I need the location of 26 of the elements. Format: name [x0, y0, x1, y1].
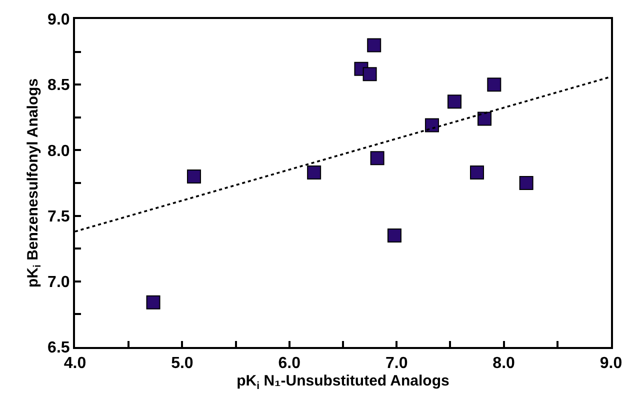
point — [362, 67, 377, 82]
point — [146, 295, 160, 310]
point — [186, 169, 201, 184]
point — [470, 166, 484, 180]
x-tick-label: 5.0 — [171, 355, 194, 372]
x-tick-label: 4.0 — [64, 355, 86, 372]
point — [424, 118, 439, 132]
y-tick-label: 9.0 — [48, 12, 70, 29]
y-tick-label: 7.5 — [48, 208, 70, 226]
x-axis-title: pK$_{i}$ N₁-Unsubstituted Analogs — [236, 372, 450, 392]
x-tick-label: 8.0 — [492, 355, 516, 372]
point — [370, 151, 384, 166]
x-tick-label: 6.0 — [278, 355, 301, 372]
point — [478, 112, 492, 126]
point — [487, 78, 502, 92]
point — [519, 176, 534, 190]
point — [307, 166, 322, 180]
point — [367, 38, 382, 52]
y-tick-label: 6.5 — [48, 340, 70, 357]
y-tick-label: 8.5 — [48, 77, 70, 94]
point — [447, 94, 462, 109]
y-tick-label: 8.0 — [48, 142, 70, 160]
y-tick-label: 7.0 — [48, 274, 70, 291]
x-tick-label: 7.0 — [385, 355, 408, 372]
x-tick-label: 9.0 — [600, 355, 622, 372]
point — [387, 228, 402, 242]
